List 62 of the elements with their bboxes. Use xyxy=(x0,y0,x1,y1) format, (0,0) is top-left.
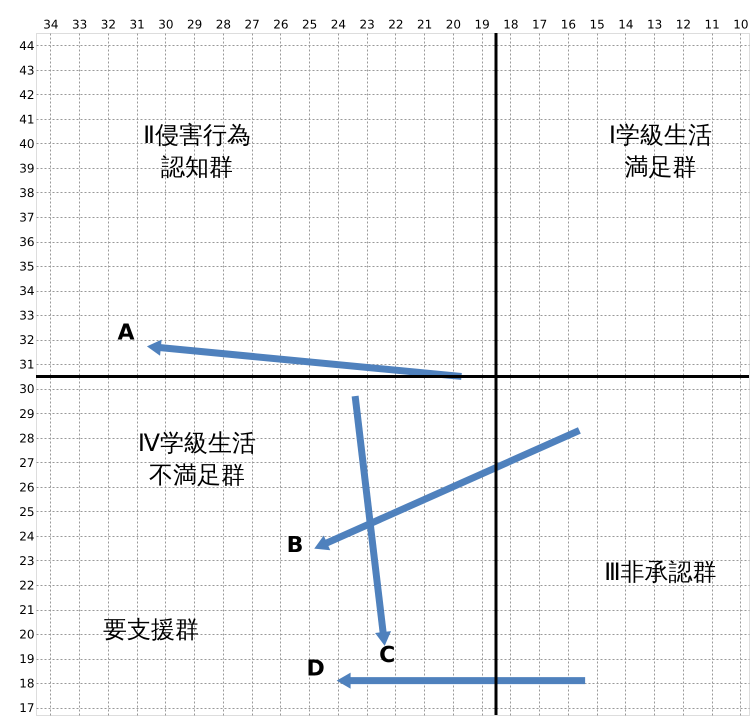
x-tick-label: 21 xyxy=(416,18,432,32)
y-tick-label: 18 xyxy=(19,676,34,691)
x-tick-label: 28 xyxy=(216,18,232,32)
y-tick-label: 41 xyxy=(19,112,34,126)
x-tick-label: 26 xyxy=(273,18,289,32)
annotation: Ⅲ非承認群 xyxy=(604,558,717,586)
y-tick-label: 37 xyxy=(19,210,34,224)
x-tick-label: 20 xyxy=(446,18,462,32)
x-tick-label: 32 xyxy=(100,18,116,32)
x-tick-label: 33 xyxy=(72,18,88,32)
x-tick-label: 18 xyxy=(503,18,519,32)
x-tick-label: 10 xyxy=(733,18,749,32)
y-tick-label: 17 xyxy=(19,701,34,716)
annotation: Ⅱ侵害行為認知群 xyxy=(143,121,251,182)
x-tick-label: 19 xyxy=(474,18,490,32)
y-tick-label: 40 xyxy=(19,136,34,151)
y-tick-label: 44 xyxy=(19,38,34,53)
annotation: 要支援群 xyxy=(103,615,199,644)
x-tick-label: 30 xyxy=(158,18,174,32)
x-tick-label: 16 xyxy=(560,18,576,32)
x-tick-label: 23 xyxy=(359,18,375,32)
annotation: Ⅰ学級生活満足群 xyxy=(608,121,712,182)
y-tick-label: 35 xyxy=(19,260,34,274)
y-tick-label: 33 xyxy=(19,308,34,323)
x-tick-label: 29 xyxy=(186,18,202,32)
x-tick-label: 12 xyxy=(676,18,692,32)
y-tick-label: 29 xyxy=(19,406,34,421)
y-tick-label: 30 xyxy=(19,382,34,396)
y-tick-label: 27 xyxy=(19,456,34,470)
y-tick-label: 24 xyxy=(19,529,34,544)
annotation: Ⅳ学級生活不満足群 xyxy=(138,429,256,490)
x-tick-label: 27 xyxy=(244,18,260,32)
y-tick-label: 42 xyxy=(19,88,34,102)
series-label: D xyxy=(306,656,325,682)
y-tick-label: 21 xyxy=(19,603,34,618)
y-tick-label: 32 xyxy=(19,333,34,348)
series-label: C xyxy=(379,642,396,668)
x-tick-label: 25 xyxy=(302,18,318,32)
y-tick-label: 34 xyxy=(19,284,34,298)
y-tick-label: 19 xyxy=(19,652,34,666)
x-tick-label: 22 xyxy=(388,18,404,32)
y-tick-label: 22 xyxy=(19,578,34,592)
y-tick-label: 25 xyxy=(19,504,34,519)
x-tick-label: 14 xyxy=(618,18,634,32)
x-tick-label: 17 xyxy=(532,18,548,32)
x-tick-label: 31 xyxy=(129,18,145,32)
series-label: B xyxy=(286,533,304,558)
x-tick-label: 15 xyxy=(589,18,605,32)
y-tick-label: 38 xyxy=(19,186,34,200)
y-tick-label: 26 xyxy=(19,480,34,494)
y-tick-label: 43 xyxy=(19,63,34,78)
y-tick-label: 39 xyxy=(19,161,34,176)
y-tick-label: 31 xyxy=(19,358,34,372)
series-label: A xyxy=(117,320,135,346)
y-tick-label: 20 xyxy=(19,628,34,642)
x-tick-label: 13 xyxy=(646,18,662,32)
y-tick-label: 23 xyxy=(19,554,34,568)
y-tick-label: 28 xyxy=(19,431,34,446)
x-tick-label: 34 xyxy=(43,18,59,32)
y-tick-label: 36 xyxy=(19,235,34,250)
x-tick-label: 24 xyxy=(330,18,346,32)
x-tick-label: 11 xyxy=(704,18,720,32)
